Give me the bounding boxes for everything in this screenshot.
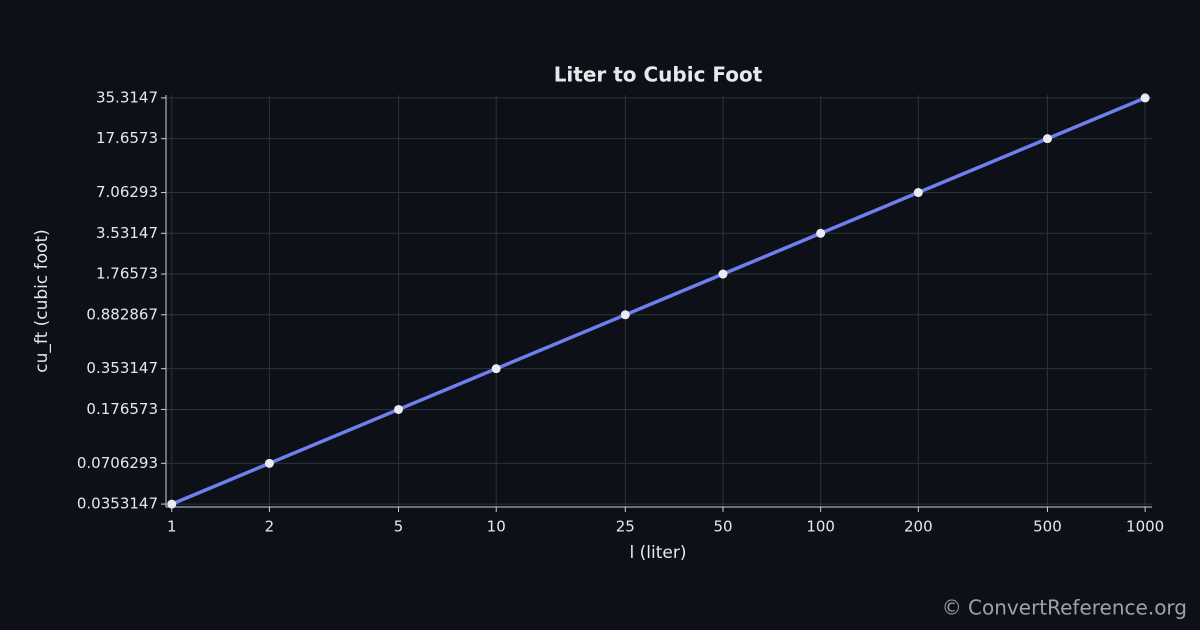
x-tick-label: 1 (167, 518, 177, 536)
data-point (620, 310, 630, 320)
y-axis-label: cu_ft (cubic foot) (32, 229, 52, 372)
y-tick-label: 3.53147 (96, 224, 158, 242)
data-point (491, 364, 501, 374)
y-tick-label: 35.3147 (96, 88, 158, 106)
x-tick-label: 200 (904, 518, 933, 536)
data-point (167, 499, 177, 509)
x-tick-label: 500 (1033, 518, 1062, 536)
data-point (264, 458, 274, 468)
y-tick-label: 0.0353147 (77, 495, 158, 513)
data-point (913, 188, 923, 198)
y-tick-label: 0.882867 (86, 305, 158, 323)
y-tick-label: 0.353147 (86, 359, 158, 377)
x-tick-label: 10 (487, 518, 506, 536)
x-axis-label: l (liter) (630, 543, 687, 563)
x-tick-label: 50 (713, 518, 732, 536)
y-tick-label: 0.176573 (86, 400, 158, 418)
series-line (171, 96, 1146, 506)
y-tick-label: 7.06293 (96, 183, 158, 201)
data-point (1042, 134, 1052, 144)
y-tick-label: 17.6573 (96, 129, 158, 147)
chart-title: Liter to Cubic Foot (554, 63, 763, 87)
y-tick-label: 0.0706293 (77, 454, 158, 472)
data-point (1140, 93, 1150, 103)
x-tick-label: 25 (616, 518, 635, 536)
data-point (816, 228, 826, 238)
x-tick-label: 2 (265, 518, 275, 536)
x-tick-label: 1000 (1126, 518, 1164, 536)
data-point (394, 404, 404, 414)
x-tick-label: 5 (394, 518, 404, 536)
y-tick-label: 1.76573 (96, 265, 158, 283)
data-point (718, 269, 728, 279)
watermark: © ConvertReference.org (942, 596, 1187, 620)
x-tick-label: 100 (806, 518, 835, 536)
